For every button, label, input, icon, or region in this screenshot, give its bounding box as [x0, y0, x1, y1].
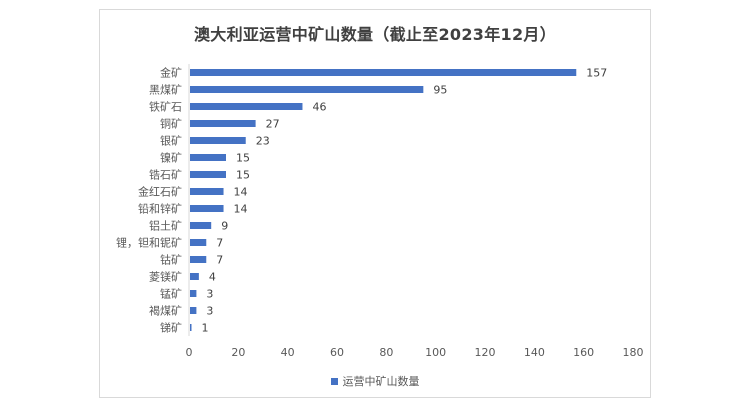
data-label: 14 — [234, 186, 248, 199]
category-label: 锰矿 — [160, 287, 182, 301]
category-label: 锆石矿 — [149, 169, 182, 182]
x-tick-label: 80 — [379, 346, 393, 359]
chart-frame: 澳大利亚运营中矿山数量（截止至2023年12月） 金矿 157 黑煤矿 95 铁矿石 46… — [99, 9, 651, 398]
bar — [190, 239, 207, 246]
x-tick-label: 180 — [623, 346, 644, 359]
data-label: 9 — [221, 220, 228, 233]
bar — [190, 222, 212, 229]
bar — [190, 290, 197, 297]
x-tick-label: 20 — [231, 346, 245, 359]
bar — [190, 86, 424, 93]
data-label: 27 — [266, 118, 280, 131]
x-tick-label: 140 — [524, 346, 545, 359]
x-tick-label: 0 — [186, 346, 193, 359]
category-label: 锂，钽和铌矿 — [116, 236, 182, 250]
bar — [190, 324, 192, 331]
category-label: 银矿 — [160, 134, 182, 148]
category-label: 钴矿 — [160, 253, 182, 267]
x-tick-label: 40 — [281, 346, 295, 359]
category-label: 菱镁矿 — [149, 270, 182, 284]
bar — [190, 69, 577, 76]
category-label: 黑煤矿 — [149, 84, 182, 97]
legend-label: 运营中矿山数量 — [342, 375, 420, 388]
x-tick-label: 100 — [425, 346, 446, 359]
data-label: 7 — [216, 254, 223, 267]
chart-title: 澳大利亚运营中矿山数量（截止至2023年12月） — [194, 25, 556, 44]
category-label: 锑矿 — [160, 322, 182, 335]
bar — [190, 103, 303, 110]
x-tick-label: 120 — [475, 346, 496, 359]
category-label: 褐煤矿 — [149, 304, 182, 318]
category-label: 金矿 — [160, 66, 182, 80]
data-label: 46 — [312, 101, 326, 114]
category-label: 金红石矿 — [138, 185, 182, 199]
bar — [190, 273, 199, 280]
data-label: 4 — [209, 271, 216, 284]
category-label: 铁矿石 — [149, 101, 182, 114]
data-label: 14 — [234, 203, 248, 216]
bar — [190, 205, 224, 212]
bar — [190, 256, 207, 263]
category-label: 镍矿 — [160, 151, 182, 165]
data-label: 1 — [201, 322, 208, 335]
data-label: 7 — [216, 237, 223, 250]
data-label: 15 — [236, 169, 250, 182]
data-label: 3 — [206, 305, 213, 318]
x-tick-label: 60 — [330, 346, 344, 359]
bar — [190, 137, 246, 144]
data-label: 3 — [206, 288, 213, 301]
data-label: 23 — [256, 135, 270, 148]
data-label: 157 — [586, 67, 607, 80]
category-label: 铝土矿 — [149, 219, 182, 233]
bar — [190, 120, 256, 127]
x-tick-label: 160 — [573, 346, 594, 359]
category-label: 铅和锌矿 — [138, 202, 182, 216]
bar — [190, 307, 197, 314]
bar — [190, 188, 224, 195]
bar — [190, 154, 226, 161]
category-label: 铜矿 — [160, 117, 182, 131]
data-label: 95 — [433, 84, 447, 97]
bar — [190, 171, 226, 178]
legend: 运营中矿山数量 — [100, 373, 650, 389]
legend-swatch — [330, 377, 338, 385]
data-label: 15 — [236, 152, 250, 165]
